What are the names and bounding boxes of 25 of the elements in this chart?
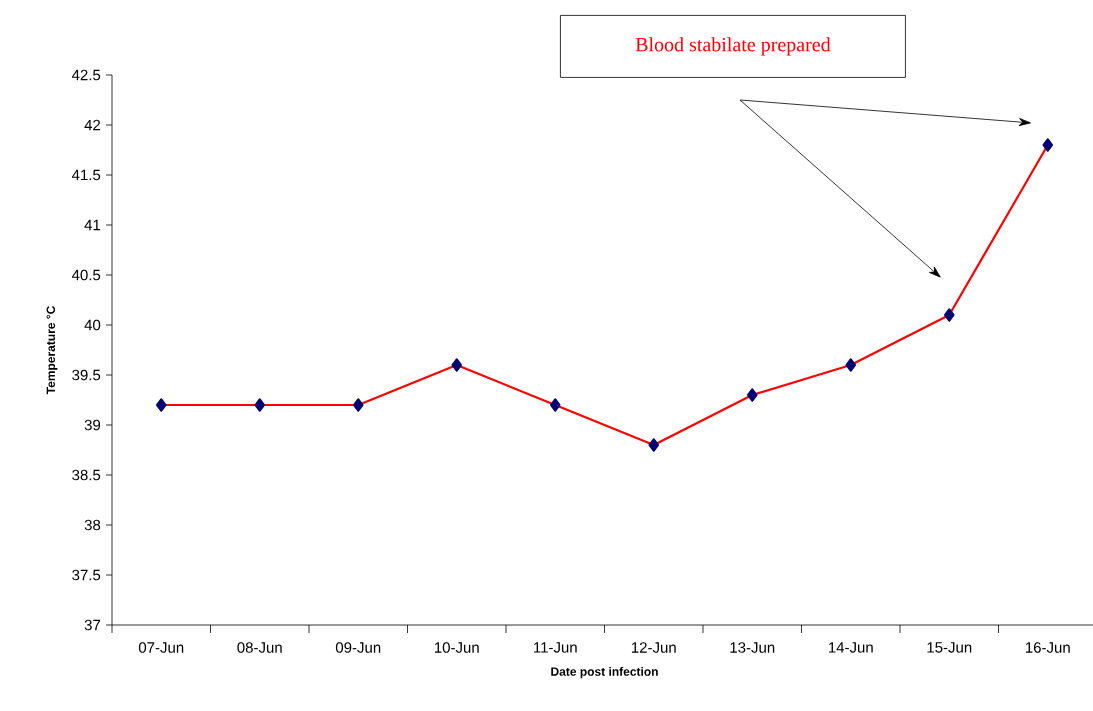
text: Blood stabilate prepared [635, 37, 831, 56]
x-tick-label: 12-Jun [631, 642, 676, 653]
y-axis-title: Temperature °C [46, 306, 58, 395]
x-axis-title: Date post infection [551, 667, 658, 679]
y-tick-label: 40 [84, 319, 101, 331]
y-tick-label: 37 [84, 619, 101, 631]
y-tick-label: 38.5 [72, 469, 101, 481]
y-tick-label: 40.5 [71, 269, 101, 281]
x-tick-label: 08-Jun [237, 642, 282, 653]
x-tick-label: 15-Jun [927, 642, 972, 653]
x-tick-label: 11-Jun [534, 642, 577, 653]
y-tick-label: 41 [84, 219, 101, 231]
y-tick-label: 39 [84, 419, 101, 431]
x-tick-label: 07-Jun [138, 642, 184, 653]
x-tick-label: 13-Jun [730, 642, 775, 653]
y-tick-label: 37.5 [72, 569, 101, 581]
y-tick-label: 39.5 [72, 369, 101, 381]
y-tick-label: 42 [84, 119, 101, 131]
x-tick-label: 10-Jun [434, 642, 479, 653]
y-tick-label: 42.5 [71, 69, 101, 81]
y-tick-label: 38 [84, 519, 101, 531]
x-tick-label: 09-Jun [335, 642, 381, 653]
x-tick-label: 14-Jun [828, 642, 873, 653]
y-tick-label: 41.5 [71, 169, 101, 181]
x-tick-label: 16-Jun [1025, 642, 1070, 653]
